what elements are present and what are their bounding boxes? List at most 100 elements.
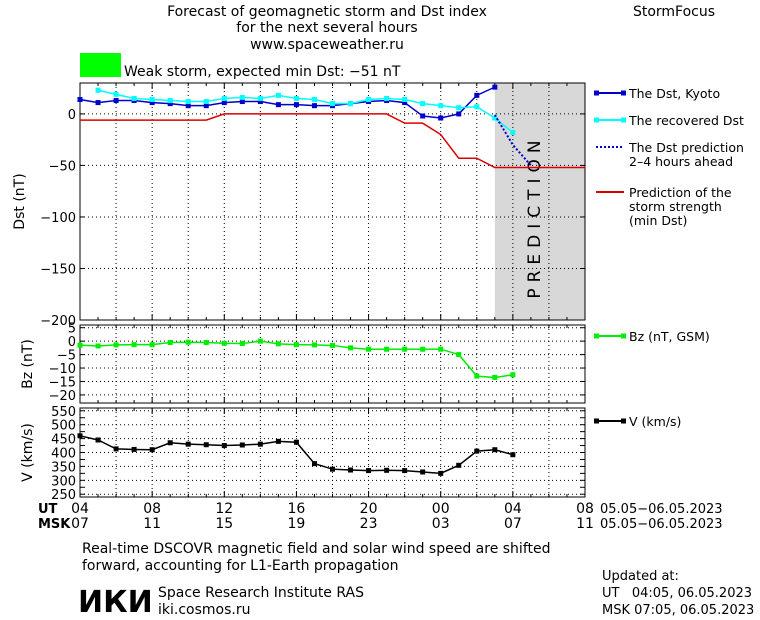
footer-note-line-1: Real-time DSCOVR magnetic field and sola… <box>82 541 551 557</box>
bz-series-0-point <box>384 346 390 352</box>
ut-tick-label: 08 <box>576 501 594 517</box>
v-series-0-point <box>113 446 119 452</box>
dst-series-1-point <box>366 96 372 102</box>
bz-series-0-point <box>420 346 426 352</box>
v-series-0-point <box>420 469 426 475</box>
dst-series-1-point <box>438 103 444 109</box>
v-series-0-point <box>438 470 444 476</box>
ut-axis-label: UT <box>38 502 58 517</box>
v-series-0-point <box>474 448 480 454</box>
v-series-0-point <box>239 442 245 448</box>
dst-series-1-point <box>456 105 462 111</box>
dst-series-1-point <box>510 129 516 135</box>
dst-series-2-line <box>493 114 532 167</box>
dst-series-1-point <box>221 95 227 101</box>
dst-series-1-point <box>384 95 390 101</box>
bz-legend-marker-right <box>621 333 626 339</box>
v-series-0-point <box>131 446 137 452</box>
dst-legend-marker-left <box>594 90 599 96</box>
bz-series-0-point <box>293 342 299 348</box>
msk-tick-label: 07 <box>504 516 522 532</box>
dst-series-3-line <box>80 113 585 169</box>
v-legend-item-0: V (km/s) <box>594 414 681 429</box>
dst-series-0-point <box>420 113 426 119</box>
dst-series-1-point <box>95 87 101 93</box>
v-ytick-label: 400 <box>51 447 76 462</box>
dst-ylabel: Dst (nT) <box>12 173 28 229</box>
dst-series-0-point <box>221 100 227 106</box>
dst-legend-label: The Dst prediction 2–4 hours ahead <box>628 140 744 169</box>
v-series-0-point <box>77 433 83 439</box>
dst-ytick-label: −200 <box>40 314 76 329</box>
bz-series-0-point <box>203 339 209 345</box>
bz-ytick-label: −10 <box>49 362 76 377</box>
v-series-0-point <box>311 461 317 467</box>
bz-series-0-point <box>474 373 480 379</box>
dst-series-1-point <box>167 98 173 104</box>
dst-legend-label: The recovered Dst <box>628 113 744 128</box>
dst-series-1-point <box>131 95 137 101</box>
dst-panel: PREDICTION 0 −50 −100 −150 −200 Dst (nT) <box>12 82 586 329</box>
updated-ut: UT 04:05, 06.05.2023 <box>602 586 752 601</box>
prediction-band <box>494 83 585 320</box>
bz-legend-marker-left <box>594 333 599 339</box>
title-line-2: for the next several hours <box>236 20 417 36</box>
chart-legends: The Dst, Kyoto The recovered Dst The Dst p… <box>594 86 744 429</box>
v-series-0-point <box>203 442 209 448</box>
institute-website: iki.cosmos.ru <box>158 602 250 618</box>
bz-series-0-point <box>77 342 83 348</box>
dst-ytick-label: −50 <box>49 159 76 174</box>
dst-ytick-label: −100 <box>40 211 76 226</box>
dst-series-0-line <box>79 86 496 119</box>
bz-series-0-point <box>366 346 372 352</box>
bz-series-0-point <box>185 339 191 345</box>
ut-date-range: 05.05−06.05.2023 <box>600 502 723 517</box>
bz-legend-item-0: Bz (nT, GSM) <box>594 329 710 344</box>
dst-series-0-point <box>275 102 281 108</box>
ut-tick-label: 12 <box>215 501 233 517</box>
v-series-0-point <box>456 462 462 468</box>
v-ylabel: V (km/s) <box>20 423 36 482</box>
dst-series-1-point <box>293 95 299 101</box>
v-series-0-point <box>348 467 354 473</box>
msk-tick-label: 23 <box>360 516 378 532</box>
bz-ytick-label: 5 <box>68 322 76 337</box>
dst-series-0-point <box>438 115 444 121</box>
dst-legend-item-3: Prediction of the storm strength (min Dst) <box>596 185 732 228</box>
dst-series-1-point <box>348 101 354 107</box>
bz-frame <box>79 324 586 404</box>
dst-series-0-point <box>95 100 101 106</box>
bz-series-0-point <box>510 372 516 378</box>
bz-legend-label: Bz (nT, GSM) <box>629 329 710 344</box>
v-legend-marker-right <box>621 418 626 424</box>
title-line-3: www.spaceweather.ru <box>250 37 404 53</box>
bz-series-0-point <box>456 352 462 358</box>
v-ytick-label: 450 <box>51 433 76 448</box>
dst-series-1-point <box>113 91 119 97</box>
dst-legend-marker-left <box>594 117 599 123</box>
dst-series-0-point <box>311 103 317 109</box>
dst-series-0-point <box>203 103 209 109</box>
bz-series-0-point <box>221 340 227 346</box>
v-series-0-point <box>366 468 372 474</box>
bz-series-0-point <box>348 345 354 351</box>
dst-series-0-point <box>257 99 263 105</box>
dst-series-0-point <box>77 96 83 102</box>
storm-status-swatch <box>80 53 121 77</box>
storm-status: Weak storm, expected min Dst: −51 nT <box>80 53 401 80</box>
v-ytick-label: 250 <box>51 488 76 503</box>
msk-date-range: 05.05−06.05.2023 <box>600 517 723 532</box>
msk-tick-label: 11 <box>576 516 594 532</box>
v-ytick-label: 500 <box>51 419 76 434</box>
v-series-0-point <box>402 468 408 474</box>
bz-series-0-point <box>438 346 444 352</box>
v-series-0-point <box>330 466 335 472</box>
bz-panel: 50−5−10−15−20 Bz (nT) <box>20 322 586 404</box>
dst-legend-label: The Dst, Kyoto <box>628 86 720 101</box>
dst-series-1-point <box>330 101 335 107</box>
v-series-0-point <box>149 447 155 453</box>
dst-series-1-point <box>275 92 281 98</box>
v-ytick-label: 550 <box>51 405 76 420</box>
